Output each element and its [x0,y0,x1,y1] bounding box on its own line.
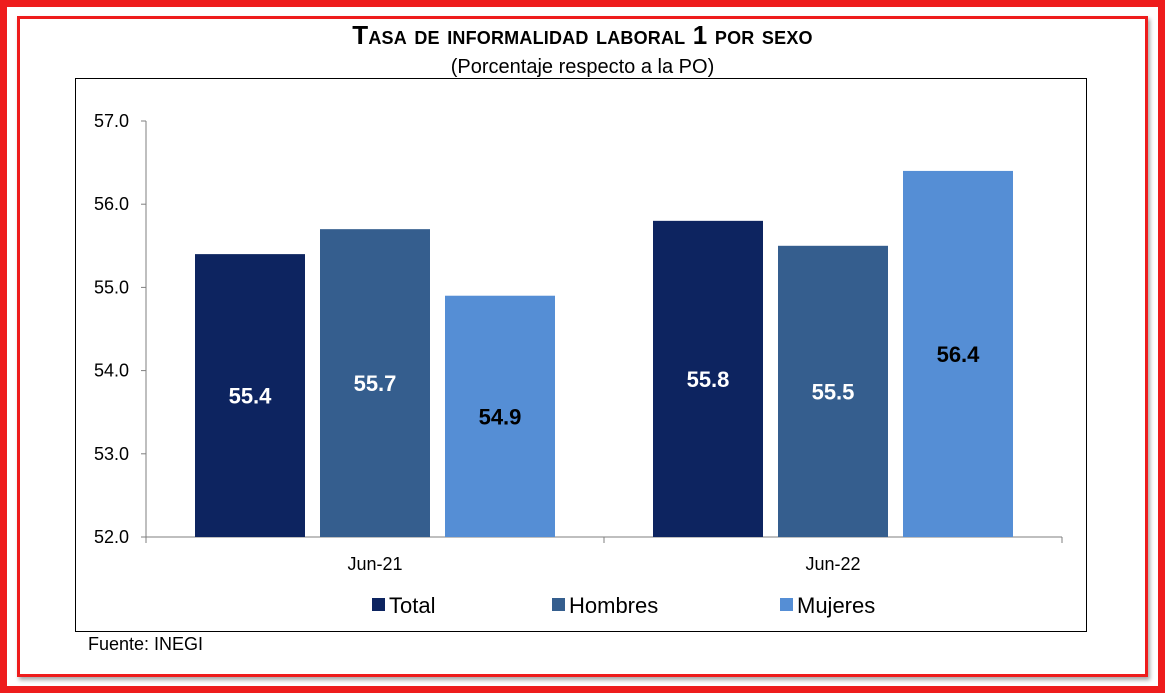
chart-frame-inner [17,16,1148,677]
y-tick-label: 53.0 [94,444,129,464]
y-tick-label: 56.0 [94,194,129,214]
legend-swatch-hombres [552,598,565,611]
y-tick-label: 57.0 [94,111,129,131]
bar-data-label: 54.9 [479,404,522,429]
legend-label: Total [389,593,435,618]
bar-mujeres [903,170,1013,538]
legend-swatch-mujeres [780,598,793,611]
bar-hombres [778,245,888,538]
bar-total [195,254,305,537]
source-note: Fuente: INEGI [88,634,204,654]
bar-hombres [320,229,430,537]
bar-mujeres [445,295,555,537]
y-tick-label: 55.0 [94,277,129,297]
bar-data-label: 55.5 [812,379,855,404]
legend-label: Hombres [569,593,658,618]
chart-subtitle: (Porcentaje respecto a la PO) [450,56,715,78]
y-tick-label: 54.0 [94,361,129,381]
x-category-label: Jun-22 [805,554,860,574]
y-tick-label: 52.0 [94,527,129,547]
legend-swatch-total [372,598,385,611]
x-category-label: Jun-21 [347,554,402,574]
bar-data-label: 55.8 [687,367,730,392]
legend-label: Mujeres [797,593,875,618]
bar-data-label: 55.7 [354,371,397,396]
bar-data-label: 56.4 [937,342,981,367]
bar-total [653,220,763,537]
chart-title: Tasa de informalidad laboral 1 por sexo [352,20,813,50]
bar-data-label: 55.4 [229,384,273,409]
